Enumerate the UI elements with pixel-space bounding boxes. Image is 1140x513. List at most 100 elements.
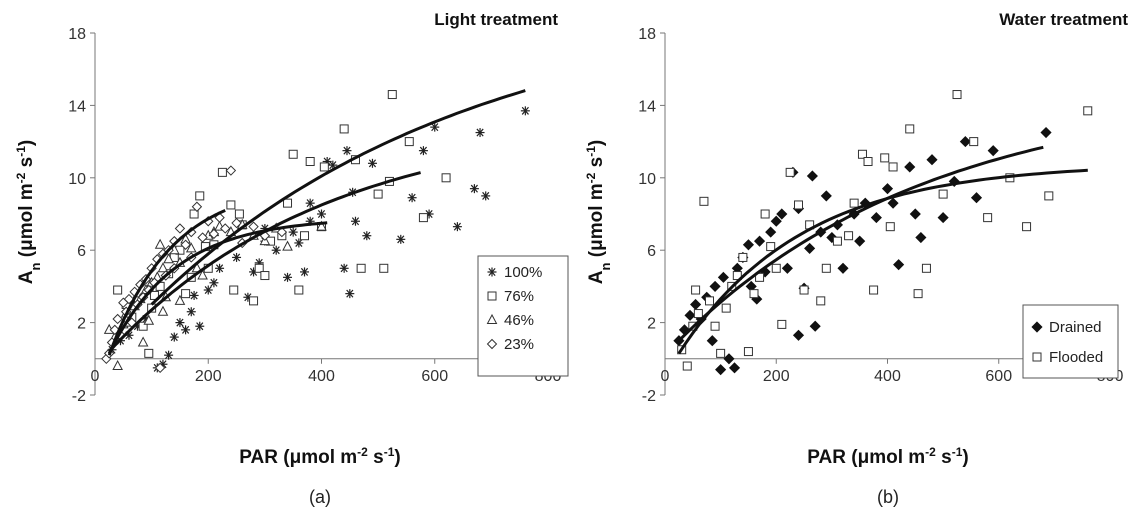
fit-curve — [107, 221, 328, 355]
data-point — [294, 285, 304, 295]
data-point — [870, 212, 882, 224]
data-point — [952, 90, 962, 100]
data-point — [794, 200, 803, 210]
data-point — [339, 263, 349, 273]
panel-a-legend: 100% 76% 46% 23% — [477, 255, 569, 377]
x-tick-label: 200 — [763, 368, 790, 385]
data-point — [869, 285, 879, 295]
data-point — [760, 209, 770, 219]
panel-a-title: Light treatment — [434, 10, 558, 29]
y-tick-label: 10 — [68, 171, 86, 188]
data-point — [143, 314, 155, 325]
data-point — [880, 153, 890, 163]
data-point — [234, 209, 244, 219]
data-point — [208, 228, 220, 240]
data-point — [771, 263, 781, 273]
data-point — [693, 309, 703, 319]
data-point — [288, 227, 298, 237]
data-point — [356, 263, 366, 273]
data-point — [209, 278, 219, 288]
x-tick-label: 400 — [308, 368, 335, 385]
x-tick-label: 200 — [195, 368, 222, 385]
data-point — [288, 149, 298, 159]
data-point — [806, 170, 818, 182]
legend-marker — [486, 338, 498, 350]
data-point — [799, 285, 809, 295]
data-point — [271, 245, 281, 255]
y-tick-label: 14 — [68, 98, 86, 115]
data-point — [319, 162, 329, 172]
data-point — [169, 332, 179, 342]
data-point — [728, 362, 741, 374]
panel-water-treatment: -2261014180200400600800 Water treatment … — [584, 10, 1128, 507]
data-point — [373, 189, 383, 199]
y-tick-label: 10 — [638, 171, 656, 188]
data-point — [937, 212, 949, 224]
data-point — [749, 289, 759, 299]
y-tick-label: 6 — [647, 243, 656, 260]
data-point — [283, 272, 293, 282]
data-point — [231, 217, 242, 229]
x-tick-label: 0 — [91, 368, 100, 385]
data-point — [765, 226, 777, 238]
y-tick-label: -2 — [642, 388, 656, 405]
data-point — [294, 238, 304, 248]
data-point — [441, 173, 451, 183]
data-point — [112, 359, 123, 371]
legend-label: 46% — [504, 312, 534, 329]
data-point — [189, 290, 199, 300]
y-tick-label: 6 — [77, 243, 86, 260]
legend-marker — [1032, 352, 1042, 362]
data-point — [926, 154, 938, 166]
data-point — [407, 193, 417, 203]
data-point — [305, 198, 315, 208]
data-point — [691, 285, 701, 295]
data-point — [197, 232, 208, 243]
data-point — [804, 242, 816, 254]
data-point — [362, 231, 372, 241]
panel-a-y-axis-title: An (μmol m-2 s-1) — [14, 140, 43, 284]
y-tick-label: 14 — [638, 98, 656, 115]
data-point — [317, 209, 326, 219]
data-point — [215, 263, 225, 273]
data-point — [738, 252, 748, 262]
data-point — [232, 252, 242, 262]
data-point — [716, 348, 726, 358]
data-point — [254, 263, 264, 273]
data-point — [248, 221, 259, 232]
data-point — [777, 319, 787, 329]
data-point — [921, 263, 931, 273]
panel-b-x-axis-title: PAR (μmol m-2 s-1) — [807, 445, 968, 468]
legend-marker — [487, 291, 497, 301]
data-point — [154, 238, 166, 249]
y-tick-label: 18 — [68, 26, 86, 43]
data-point — [732, 271, 742, 281]
data-point — [905, 124, 915, 134]
data-point — [684, 309, 696, 321]
data-point — [350, 216, 360, 226]
data-point — [857, 149, 867, 159]
data-point — [157, 262, 169, 273]
data-point — [203, 285, 213, 295]
data-point — [881, 183, 894, 195]
data-point — [418, 213, 428, 223]
data-point — [475, 128, 485, 138]
data-point — [316, 220, 327, 231]
data-point — [909, 208, 921, 220]
data-point — [163, 253, 174, 264]
data-point — [175, 318, 185, 328]
x-tick-label: 600 — [985, 368, 1012, 385]
legend-item: 76% — [487, 288, 534, 305]
x-tick-label: 0 — [661, 368, 670, 385]
legend-item: 23% — [486, 336, 534, 353]
data-point — [854, 235, 866, 247]
data-point — [938, 189, 948, 199]
data-point — [396, 234, 406, 244]
data-point — [913, 289, 923, 299]
data-point — [195, 191, 205, 201]
legend-label: Drained — [1049, 319, 1102, 336]
data-point — [300, 267, 310, 277]
legend-marker — [1031, 321, 1043, 333]
legend-marker — [486, 313, 498, 324]
panel-a-caption: (a) — [309, 487, 331, 507]
